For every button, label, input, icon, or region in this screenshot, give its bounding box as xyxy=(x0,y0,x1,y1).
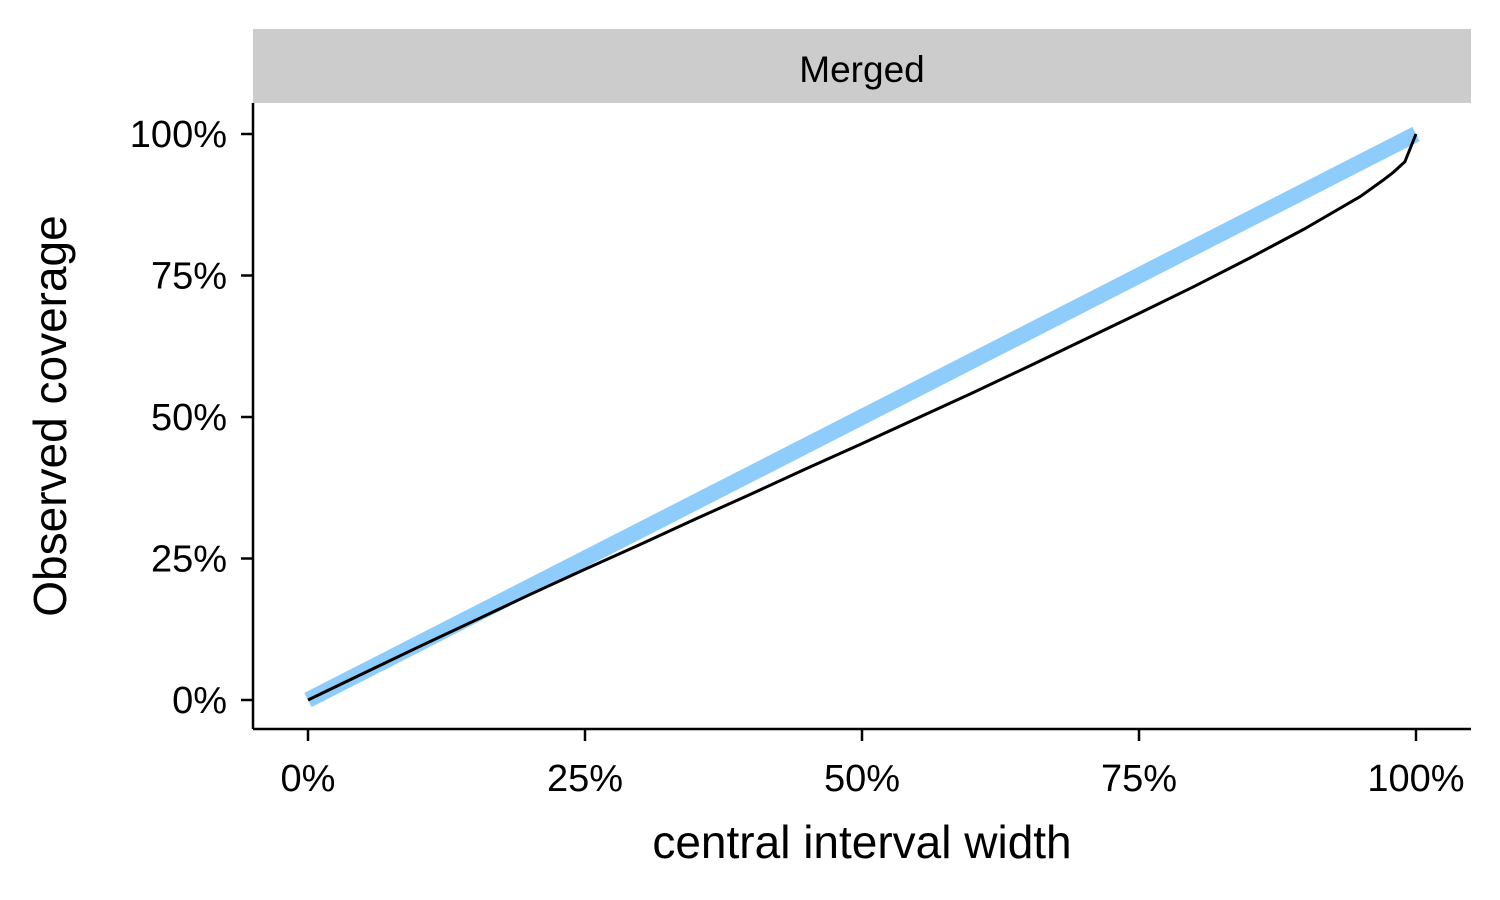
y-tick-label: 50% xyxy=(151,397,227,439)
x-tick-label: 25% xyxy=(547,758,623,800)
strip-label: Merged xyxy=(799,49,924,90)
y-tick-label: 0% xyxy=(172,680,227,722)
y-ticks: 0% 25% 50% 75% 100% xyxy=(130,114,253,722)
x-tick-label: 0% xyxy=(281,758,336,800)
observed-coverage-line xyxy=(307,133,1418,702)
series-layer xyxy=(304,126,1420,708)
strip-background xyxy=(253,29,1471,103)
x-tick-label: 75% xyxy=(1101,758,1177,800)
y-tick-label: 75% xyxy=(151,256,227,298)
x-axis-title: central interval width xyxy=(652,816,1071,868)
x-tick-label: 50% xyxy=(824,758,900,800)
y-tick-label: 25% xyxy=(151,539,227,581)
x-tick-label: 100% xyxy=(1367,758,1464,800)
y-tick-label: 100% xyxy=(130,114,227,156)
x-ticks: 0% 25% 50% 75% 100% xyxy=(281,729,1465,800)
y-axis-title: Observed coverage xyxy=(24,215,76,616)
reference-diagonal-line xyxy=(304,126,1420,708)
